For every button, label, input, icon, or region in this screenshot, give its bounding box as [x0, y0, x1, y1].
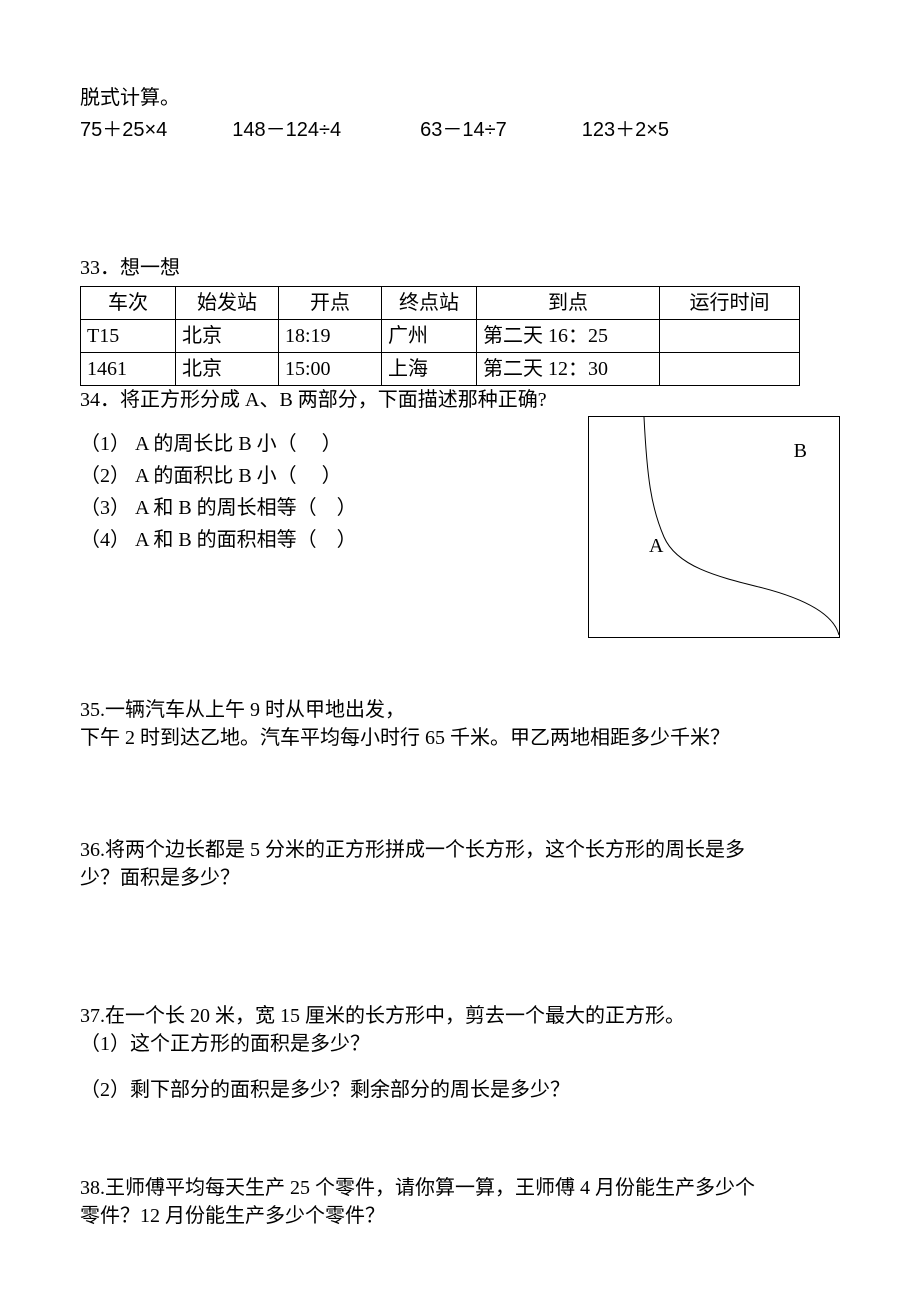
expr-1: 75＋25×4: [80, 116, 167, 144]
q38-l1: 38.王师傅平均每天生产 25 个零件，请你算一算，王师傅 4 月份能生产多少个: [80, 1174, 840, 1202]
q37-l1: 37.在一个长 20 米，宽 15 厘米的长方形中，剪去一个最大的正方形。: [80, 1002, 840, 1030]
col-to: 终点站: [382, 287, 477, 320]
q35-l1: 35.一辆汽车从上午 9 时从甲地出发，: [80, 696, 840, 724]
col-depart: 开点: [279, 287, 382, 320]
q36-l2: 少？面积是多少？: [80, 864, 840, 892]
q34-block: 34．将正方形分成 A、B 两部分，下面描述那种正确? （1） A 的周长比 B…: [80, 386, 840, 556]
q37-l2: （1）这个正方形的面积是多少？: [80, 1030, 840, 1058]
q38-l2: 零件？12 月份能生产多少个零件？: [80, 1202, 840, 1230]
label-b: B: [794, 437, 807, 465]
col-duration: 运行时间: [660, 287, 800, 320]
q34-title: 34．将正方形分成 A、B 两部分，下面描述那种正确?: [80, 386, 840, 414]
cell: 第二天 16：25: [477, 320, 660, 353]
q35-block: 35.一辆汽车从上午 9 时从甲地出发， 下午 2 时到达乙地。汽车平均每小时行…: [80, 696, 840, 752]
q38-block: 38.王师傅平均每天生产 25 个零件，请你算一算，王师傅 4 月份能生产多少个…: [80, 1174, 840, 1230]
q35-l2: 下午 2 时到达乙地。汽车平均每小时行 65 千米。甲乙两地相距多少千米？: [80, 724, 840, 752]
expr-4: 123＋2×5: [582, 116, 669, 144]
table-header-row: 车次 始发站 开点 终点站 到点 运行时间: [81, 287, 800, 320]
cell: 广州: [382, 320, 477, 353]
calc-heading: 脱式计算。: [80, 84, 840, 112]
q36-l1: 36.将两个边长都是 5 分米的正方形拼成一个长方形，这个长方形的周长是多: [80, 836, 840, 864]
col-train: 车次: [81, 287, 176, 320]
q37-l3: （2）剩下部分的面积是多少？剩余部分的周长是多少？: [80, 1076, 840, 1104]
q33-title: 33．想一想: [80, 254, 840, 282]
cell: 第二天 12：30: [477, 353, 660, 386]
label-a: A: [649, 532, 663, 560]
cell: 15:00: [279, 353, 382, 386]
square-diagram: B A: [588, 416, 840, 638]
expression-row: 75＋25×4 148－124÷4 63－14÷7 123＋2×5: [80, 116, 840, 144]
cell: 1461: [81, 353, 176, 386]
q37-block: 37.在一个长 20 米，宽 15 厘米的长方形中，剪去一个最大的正方形。 （1…: [80, 1002, 840, 1104]
cell: 北京: [176, 353, 279, 386]
train-table: 车次 始发站 开点 终点站 到点 运行时间 T15 北京 18:19 广州 第二…: [80, 286, 800, 386]
table-row: T15 北京 18:19 广州 第二天 16：25: [81, 320, 800, 353]
cell: [660, 320, 800, 353]
cell: T15: [81, 320, 176, 353]
col-from: 始发站: [176, 287, 279, 320]
cell: [660, 353, 800, 386]
table-row: 1461 北京 15:00 上海 第二天 12：30: [81, 353, 800, 386]
expr-2: 148－124÷4: [232, 116, 341, 144]
cell: 北京: [176, 320, 279, 353]
expr-3: 63－14÷7: [420, 116, 507, 144]
col-arrive: 到点: [477, 287, 660, 320]
cell: 18:19: [279, 320, 382, 353]
q36-block: 36.将两个边长都是 5 分米的正方形拼成一个长方形，这个长方形的周长是多 少？…: [80, 836, 840, 892]
cell: 上海: [382, 353, 477, 386]
